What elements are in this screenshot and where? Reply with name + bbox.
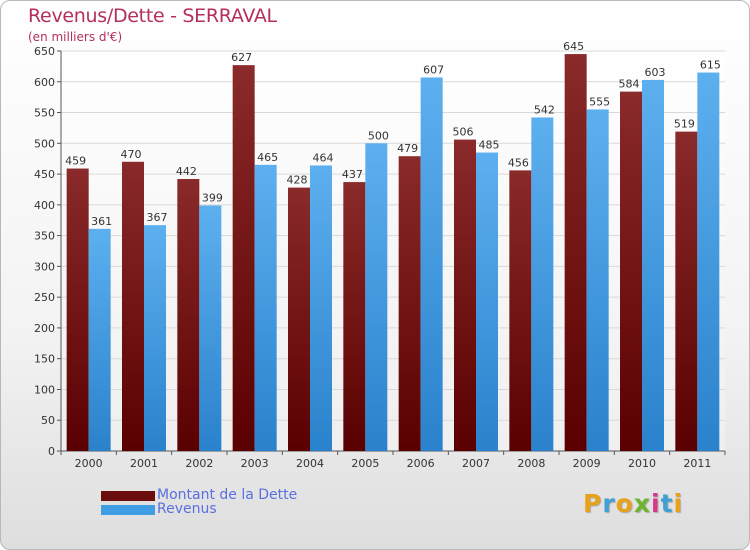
bar-dette [232,65,255,452]
data-label-dette: 470 [121,148,142,161]
data-label-revenus: 367 [147,211,168,224]
y-tick-label: 650 [34,45,55,58]
legend-swatch-revenus [101,505,155,515]
y-tick-label: 300 [34,260,55,273]
x-tick-label: 2005 [351,457,379,470]
bar-revenus [420,77,443,451]
bar-dette [343,182,366,452]
data-label-revenus: 399 [202,191,223,204]
y-tick-label: 0 [48,445,55,458]
data-label-dette: 428 [287,174,308,187]
proxiti-logo: Proxiti [583,489,683,518]
logo-letter: i [651,489,661,518]
data-label-dette: 519 [674,118,695,131]
bar-dette [288,187,310,451]
data-label-dette: 506 [453,126,474,139]
data-label-revenus: 361 [91,215,112,228]
bar-dette [177,179,200,451]
bar-dette [509,170,532,451]
y-tick-label: 150 [34,353,55,366]
plot-area [61,51,725,451]
y-tick-label: 100 [34,383,55,396]
x-tick-label: 2000 [75,457,103,470]
bar-revenus [476,152,498,452]
x-tick-label: 2009 [573,457,601,470]
x-tick-label: 2001 [130,457,158,470]
data-label-revenus: 542 [534,103,555,116]
data-label-dette: 437 [342,168,363,181]
data-label-revenus: 465 [257,151,278,164]
data-label-revenus: 464 [313,151,334,164]
data-label-revenus: 555 [589,95,610,108]
logo-letter: t [660,489,674,518]
data-label-revenus: 500 [368,129,389,142]
bar-dette [122,161,144,451]
x-tick-label: 2002 [185,457,213,470]
bar-revenus [365,143,388,452]
x-tick-label: 2004 [296,457,324,470]
data-label-dette: 456 [508,156,529,169]
data-label-revenus: 615 [700,59,721,72]
bar-revenus [88,228,111,451]
y-tick-label: 500 [34,137,55,150]
y-tick-label: 250 [34,291,55,304]
data-label-dette: 479 [397,142,418,155]
logo-letter: x [633,489,651,518]
bar-revenus [531,117,554,451]
y-tick-label: 600 [34,76,55,89]
x-tick-label: 2006 [407,457,435,470]
y-tick-label: 350 [34,230,55,243]
bar-revenus [310,165,332,451]
x-tick-label: 2007 [462,457,490,470]
legend-label-dette: Montant de la Dette [157,487,298,503]
data-label-dette: 584 [619,78,640,91]
chart-subtitle: (en milliers d'€) [28,30,123,44]
bar-revenus [642,79,664,451]
bar-dette [564,54,587,451]
x-tick-label: 2008 [517,457,545,470]
legend-label-revenus: Revenus [157,501,217,517]
bar-dette [675,131,698,451]
y-tick-label: 200 [34,322,55,335]
logo-letter: P [583,489,603,518]
bar-revenus [199,205,222,451]
y-tick-label: 550 [34,107,55,120]
y-tick-label: 50 [41,414,55,427]
logo-letter: o [615,489,634,518]
bar-dette [620,91,642,451]
data-label-dette: 442 [176,165,197,178]
data-label-dette: 645 [563,40,584,53]
x-tick-label: 2011 [683,457,711,470]
y-tick-label: 450 [34,168,55,181]
logo-letter: r [602,489,616,518]
x-tick-label: 2003 [241,457,269,470]
bar-revenus [697,72,720,452]
data-label-revenus: 607 [423,63,444,76]
chart-title: Revenus/Dette - SERRAVAL [28,5,277,27]
bar-dette [398,156,421,451]
bar-dette [66,168,89,452]
data-label-revenus: 603 [645,66,666,79]
data-label-revenus: 485 [479,139,500,152]
logo-letter: i [673,489,684,518]
bar-dette [454,139,476,451]
x-tick-label: 2010 [628,457,656,470]
bar-revenus [586,109,609,451]
data-label-dette: 627 [231,51,252,64]
y-tick-label: 400 [34,199,55,212]
bar-revenus [254,164,277,451]
data-label-dette: 459 [65,155,86,168]
legend-swatch-dette [101,491,155,501]
bar-revenus [144,225,166,451]
